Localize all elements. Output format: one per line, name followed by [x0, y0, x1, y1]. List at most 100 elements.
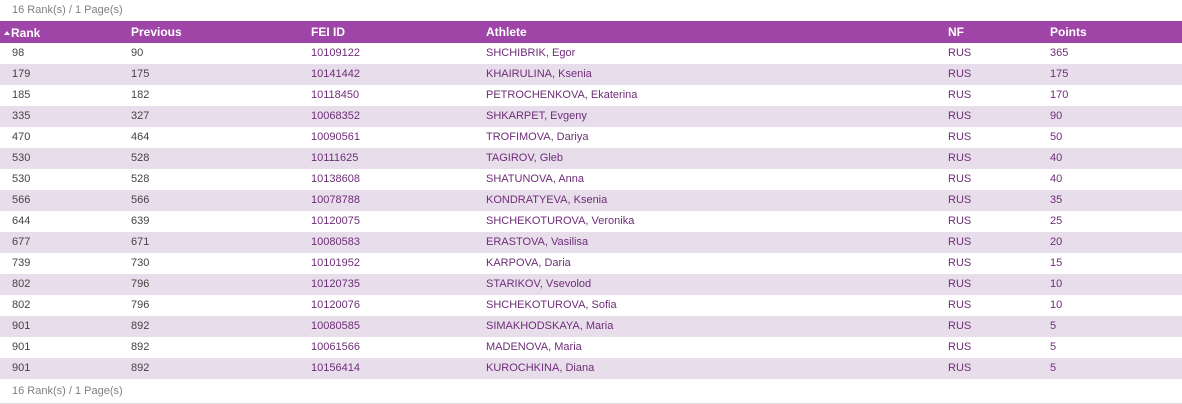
cell-rank: 901 — [12, 320, 31, 332]
cell-points[interactable]: 15 — [1050, 257, 1063, 269]
cell-points[interactable]: 40 — [1050, 152, 1063, 164]
cell-rank: 901 — [12, 362, 31, 374]
cell-athlete[interactable]: STARIKOV, Vsevolod — [486, 278, 592, 290]
cell-previous: 90 — [131, 47, 144, 59]
cell-fei-id[interactable]: 10138608 — [311, 173, 360, 185]
cell-fei-id[interactable]: 10080583 — [311, 236, 360, 248]
cell-points[interactable]: 20 — [1050, 236, 1063, 248]
cell-fei-id[interactable]: 10068352 — [311, 110, 360, 122]
cell-nf[interactable]: RUS — [948, 215, 972, 227]
cell-points[interactable]: 365 — [1050, 47, 1069, 59]
table-row: 739 730 10101952 KARPOVA, Daria RUS 15 — [0, 253, 1182, 274]
cell-rank: 530 — [12, 173, 31, 185]
cell-athlete[interactable]: KHAIRULINA, Ksenia — [486, 68, 592, 80]
column-header-nf[interactable]: NF — [948, 21, 1050, 43]
cell-previous: 464 — [131, 131, 150, 143]
column-header-rank[interactable]: Rank — [0, 21, 131, 43]
cell-nf[interactable]: RUS — [948, 257, 972, 269]
cell-rank: 901 — [12, 341, 31, 353]
cell-athlete[interactable]: SHCHIBRIK, Egor — [486, 47, 576, 59]
cell-athlete[interactable]: KARPOVA, Daria — [486, 257, 571, 269]
column-header-points[interactable]: Points — [1050, 21, 1182, 43]
cell-athlete[interactable]: PETROCHENKOVA, Ekaterina — [486, 89, 638, 101]
cell-fei-id[interactable]: 10120075 — [311, 215, 360, 227]
cell-previous: 796 — [131, 278, 150, 290]
cell-athlete[interactable]: SHCHEKOTUROVA, Sofia — [486, 299, 617, 311]
cell-nf[interactable]: RUS — [948, 194, 972, 206]
cell-athlete[interactable]: KUROCHKINA, Diana — [486, 362, 595, 374]
cell-nf[interactable]: RUS — [948, 68, 972, 80]
ranking-table: Rank Previous FEI ID Athlete NF Points 9… — [0, 21, 1182, 379]
cell-fei-id[interactable]: 10109122 — [311, 47, 360, 59]
cell-nf[interactable]: RUS — [948, 236, 972, 248]
cell-rank: 470 — [12, 131, 31, 143]
column-header-athlete[interactable]: Athlete — [486, 21, 948, 43]
cell-nf[interactable]: RUS — [948, 362, 972, 374]
table-row: 179 175 10141442 KHAIRULINA, Ksenia RUS 175 — [0, 64, 1182, 85]
table-row: 802 796 10120735 STARIKOV, Vsevolod RUS 10 — [0, 274, 1182, 295]
cell-points[interactable]: 35 — [1050, 194, 1063, 206]
cell-athlete[interactable]: ERASTOVA, Vasilisa — [486, 236, 589, 248]
table-row: 185 182 10118450 PETROCHENKOVA, Ekaterina RU… — [0, 85, 1182, 106]
cell-nf[interactable]: RUS — [948, 47, 972, 59]
cell-previous: 892 — [131, 341, 150, 353]
cell-previous: 566 — [131, 194, 150, 206]
cell-nf[interactable]: RUS — [948, 341, 972, 353]
column-header-previous[interactable]: Previous — [131, 21, 311, 43]
cell-fei-id[interactable]: 10101952 — [311, 257, 360, 269]
column-header-nf-label: NF — [948, 25, 964, 39]
cell-previous: 528 — [131, 173, 150, 185]
cell-nf[interactable]: RUS — [948, 110, 972, 122]
cell-athlete[interactable]: SHATUNOVA, Anna — [486, 173, 585, 185]
cell-points[interactable]: 10 — [1050, 299, 1063, 311]
cell-nf[interactable]: RUS — [948, 89, 972, 101]
cell-previous: 639 — [131, 215, 150, 227]
cell-athlete[interactable]: SHKARPET, Evgeny — [486, 110, 587, 122]
cell-fei-id[interactable]: 10120735 — [311, 278, 360, 290]
cell-athlete[interactable]: SHCHEKOTUROVA, Veronika — [486, 215, 635, 227]
cell-points[interactable]: 5 — [1050, 320, 1057, 332]
cell-fei-id[interactable]: 10111625 — [311, 152, 359, 164]
cell-nf[interactable]: RUS — [948, 278, 972, 290]
cell-points[interactable]: 175 — [1050, 68, 1069, 80]
cell-nf[interactable]: RUS — [948, 173, 972, 185]
cell-nf[interactable]: RUS — [948, 299, 972, 311]
column-header-fei-id[interactable]: FEI ID — [311, 21, 486, 43]
cell-fei-id[interactable]: 10156414 — [311, 362, 360, 374]
cell-fei-id[interactable]: 10078788 — [311, 194, 360, 206]
cell-fei-id[interactable]: 10080585 — [311, 320, 360, 332]
cell-athlete[interactable]: TROFIMOVA, Dariya — [486, 131, 589, 143]
cell-previous: 671 — [131, 236, 150, 248]
cell-points[interactable]: 5 — [1050, 362, 1057, 374]
cell-fei-id[interactable]: 10141442 — [311, 68, 360, 80]
cell-previous: 892 — [131, 320, 150, 332]
cell-points[interactable]: 170 — [1050, 89, 1069, 101]
cell-athlete[interactable]: SIMAKHODSKAYA, Maria — [486, 320, 614, 332]
cell-nf[interactable]: RUS — [948, 131, 972, 143]
cell-points[interactable]: 25 — [1050, 215, 1063, 227]
cell-rank: 98 — [12, 47, 25, 59]
cell-previous: 892 — [131, 362, 150, 374]
cell-nf[interactable]: RUS — [948, 320, 972, 332]
cell-fei-id[interactable]: 10090561 — [311, 131, 360, 143]
cell-fei-id[interactable]: 10118450 — [311, 89, 360, 101]
cell-points[interactable]: 5 — [1050, 341, 1057, 353]
cell-nf[interactable]: RUS — [948, 152, 972, 164]
cell-points[interactable]: 90 — [1050, 110, 1063, 122]
column-header-rank-label: Rank — [11, 26, 41, 40]
cell-points[interactable]: 50 — [1050, 131, 1063, 143]
cell-points[interactable]: 40 — [1050, 173, 1063, 185]
sort-up-icon — [4, 31, 10, 35]
cell-points[interactable]: 10 — [1050, 278, 1063, 290]
cell-fei-id[interactable]: 10061566 — [311, 341, 360, 353]
column-header-athlete-label: Athlete — [486, 25, 527, 39]
cell-rank: 644 — [12, 215, 31, 227]
table-row: 802 796 10120076 SHCHEKOTUROVA, Sofia RUS 10 — [0, 295, 1182, 316]
cell-rank: 566 — [12, 194, 31, 206]
table-row: 901 892 10156414 KUROCHKINA, Diana RUS 5 — [0, 358, 1182, 379]
cell-fei-id[interactable]: 10120076 — [311, 299, 360, 311]
cell-previous: 796 — [131, 299, 150, 311]
cell-athlete[interactable]: MADENOVA, Maria — [486, 341, 582, 353]
cell-athlete[interactable]: KONDRATYEVA, Ksenia — [486, 194, 608, 206]
cell-athlete[interactable]: TAGIROV, Gleb — [486, 152, 564, 164]
